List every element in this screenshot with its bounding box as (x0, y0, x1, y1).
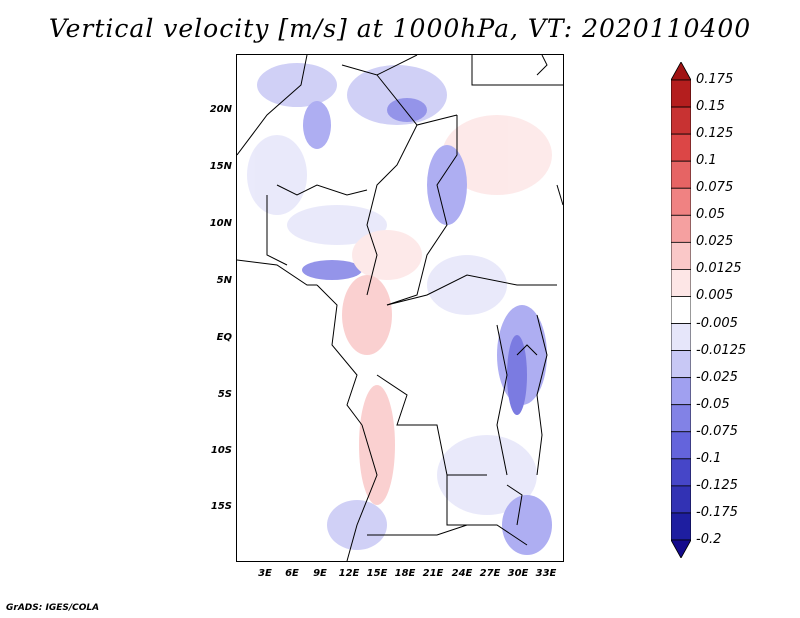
lat-tick-label: 15S (210, 501, 232, 512)
map-panel (236, 54, 564, 562)
colorbar-label: 0.0125 (696, 261, 742, 277)
colorbar-label: -0.125 (696, 477, 738, 493)
lon-tick-label: 15E (366, 568, 388, 579)
colorbar-label: 0.15 (696, 99, 725, 115)
colorbar-segment (671, 269, 691, 297)
lon-tick-label: 27E (479, 568, 501, 579)
colorbar-segment (671, 512, 691, 541)
colorbar-label: 0.1 (696, 153, 717, 169)
shading-layer (247, 63, 552, 555)
lat-tick-label: 10N (209, 218, 232, 229)
colorbar-bottom-arrow (671, 539, 691, 558)
colorbar-label: -0.175 (696, 504, 738, 520)
lat-tick-label: 5S (217, 389, 232, 400)
lat-tick-label: 20N (209, 104, 232, 115)
colorbar-segment (671, 160, 691, 189)
colorbar-segment (671, 404, 691, 433)
lat-tick-label: 5N (216, 275, 232, 286)
colorbar-label: 0.025 (696, 234, 734, 250)
lon-tick-label: 6E (285, 568, 299, 579)
colorbar-label: -0.025 (696, 369, 738, 385)
lon-tick-label: 24E (451, 568, 473, 579)
vertical-velocity-map (237, 55, 563, 561)
country-borders (237, 55, 563, 561)
colorbar-segment (671, 350, 691, 379)
colorbar-segment (671, 241, 691, 270)
colorbar-label: 0.125 (696, 126, 734, 142)
lat-tick-label: 10S (210, 445, 232, 456)
colorbar-segment (671, 458, 691, 487)
colorbar-label: 0.05 (696, 207, 725, 223)
colorbar-segment (671, 431, 691, 460)
colorbar-label: 0.075 (696, 180, 734, 196)
lon-tick-label: 33E (535, 568, 557, 579)
lon-tick-label: 21E (422, 568, 444, 579)
colorbar-label: -0.1 (696, 450, 722, 466)
colorbar-segment (671, 133, 691, 162)
colorbar-label: -0.05 (696, 396, 730, 412)
colorbar-label: 0.005 (696, 288, 734, 304)
colorbar-label: 0.175 (696, 72, 734, 87)
lon-tick-label: 18E (394, 568, 416, 579)
colorbar-top-arrow (671, 62, 691, 81)
lat-tick-label: EQ (216, 332, 232, 343)
lon-tick-label: 30E (507, 568, 529, 579)
colorbar-segment (671, 485, 691, 514)
colorbar-segment (671, 187, 691, 216)
colorbar-label: -0.005 (696, 315, 738, 331)
grads-credit: GrADS: IGES/COLA (6, 603, 100, 613)
colorbar-segment (671, 296, 691, 324)
colorbar-segment (671, 106, 691, 135)
colorbar-label: -0.0125 (696, 342, 747, 358)
lon-tick-label: 3E (258, 568, 272, 579)
colorbar-label: -0.075 (696, 423, 738, 439)
colorbar-segment (671, 323, 691, 351)
colorbar-segment (671, 214, 691, 243)
lat-tick-label: 15N (209, 161, 232, 172)
colorbar-segment (671, 377, 691, 406)
map-title: Vertical velocity [m/s] at 1000hPa, VT: … (48, 14, 752, 43)
lon-tick-label: 9E (313, 568, 327, 579)
colorbar-label: -0.2 (696, 532, 722, 547)
colorbar (671, 62, 691, 558)
colorbar-segment (671, 79, 691, 108)
lon-tick-label: 12E (338, 568, 360, 579)
